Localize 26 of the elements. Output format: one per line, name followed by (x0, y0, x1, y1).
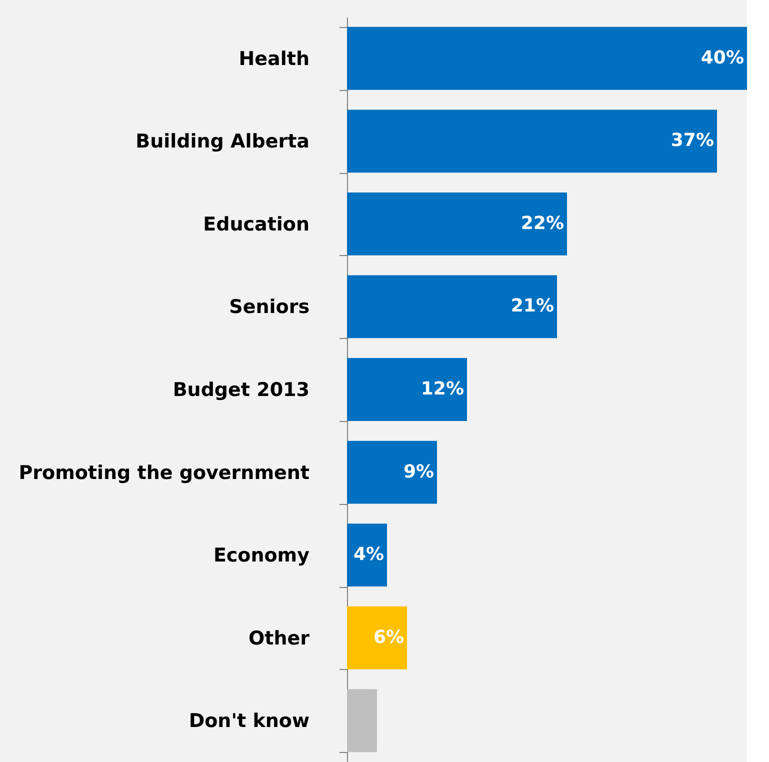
bar (347, 192, 567, 256)
y-tick-label: Budget 2013 (172, 379, 310, 401)
bar (347, 110, 717, 173)
bar (347, 440, 437, 504)
data-label: 40% (700, 47, 744, 68)
y-tick-label: Building Alberta (136, 130, 310, 153)
y-tick-label: Don't know (188, 710, 310, 732)
data-label: 21% (510, 296, 554, 317)
bar (347, 26, 747, 90)
y-tick-label: Other (248, 627, 310, 650)
data-label: 12% (420, 378, 464, 400)
y-tick-label: Promoting the government (18, 462, 310, 484)
data-label: 22% (520, 212, 564, 234)
bar (347, 606, 407, 670)
data-label: 6% (373, 626, 404, 648)
y-tick-label: Seniors (229, 296, 310, 318)
data-label: 37% (670, 130, 714, 152)
data-label: 4% (353, 544, 384, 566)
bar (347, 275, 557, 338)
data-label: 9% (403, 461, 434, 482)
y-tick-label: Economy (213, 544, 310, 567)
bar (347, 524, 387, 587)
y-tick-label: Education (203, 213, 310, 236)
bar (347, 358, 467, 421)
y-tick-label: Health (238, 48, 310, 70)
bar (347, 689, 377, 752)
